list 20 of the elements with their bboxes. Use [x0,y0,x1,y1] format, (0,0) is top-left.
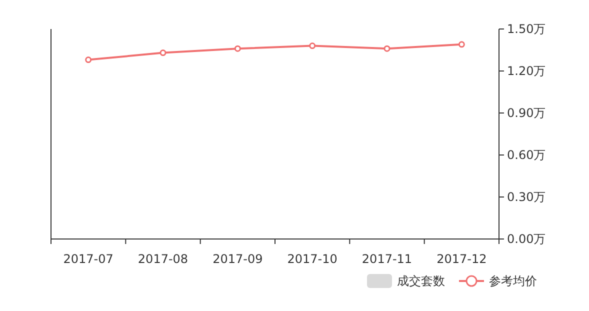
x-tick-label: 2017-10 [287,252,338,266]
y2-tick-label: 0.00万 [507,232,546,246]
point [85,56,92,64]
x-tick-label: 2017-09 [212,252,263,266]
legend-label: 参考均价 [489,274,537,288]
point [160,50,166,56]
y2-tick-label: 1.20万 [507,64,546,78]
legend-label: 成交套数 [397,274,445,288]
point [384,45,390,52]
x-tick-label: 2017-11 [362,252,412,266]
point [234,45,241,52]
point [458,41,465,48]
y2-tick-label: 1.50万 [507,22,546,36]
y2-tick-label: 0.60万 [507,148,546,162]
y2-tick-label: 0.30万 [507,190,546,204]
point [309,42,316,50]
y2-tick-label: 0.90万 [507,106,546,120]
x-tick-label: 2017-12 [436,252,487,266]
x-tick-label: 2017-08 [138,252,188,266]
x-tick-label: 2017-07 [63,252,114,266]
